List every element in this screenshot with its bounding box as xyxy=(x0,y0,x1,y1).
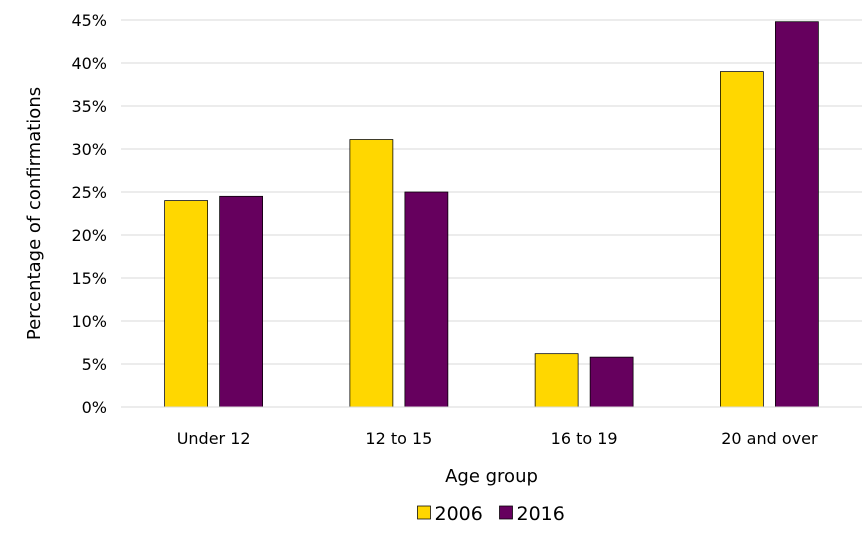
bar-2006-3 xyxy=(720,71,764,408)
y-axis-title: Percentage of confirmations xyxy=(24,87,45,340)
x-tick-label: 20 and over xyxy=(721,429,818,448)
legend-label-2016: 2016 xyxy=(517,503,565,525)
x-tick-label: 12 to 15 xyxy=(365,429,432,448)
y-tick-label: 10% xyxy=(71,312,107,331)
y-tick-label: 15% xyxy=(71,269,107,288)
y-tick-label: 40% xyxy=(71,54,107,73)
y-tick-label: 25% xyxy=(71,183,107,202)
y-tick-label: 20% xyxy=(71,226,107,245)
bar-2016-1 xyxy=(404,191,449,408)
y-tick-label: 45% xyxy=(71,11,107,30)
y-tick-label: 30% xyxy=(71,140,107,159)
y-tick-label: 0% xyxy=(82,398,107,417)
bars xyxy=(164,21,819,408)
bar-2006-1 xyxy=(349,139,394,408)
x-tick-label: Under 12 xyxy=(177,429,251,448)
bar-2006-0 xyxy=(164,200,208,408)
bar-2016-2 xyxy=(589,356,634,408)
y-tick-label: 5% xyxy=(82,355,107,374)
y-tick-label: 35% xyxy=(71,97,107,116)
legend: 2006 2016 xyxy=(417,503,565,525)
bar-2006-2 xyxy=(534,353,579,408)
bar-2016-0 xyxy=(219,195,263,408)
y-tick-labels: 0% 5% 10% 15% 20% 25% 30% 35% 40% 45% xyxy=(71,11,107,417)
legend-swatch-2006 xyxy=(417,505,431,520)
bar-2016-3 xyxy=(775,21,819,408)
x-tick-labels: Under 12 12 to 15 16 to 19 20 and over xyxy=(177,429,818,448)
x-axis-title: Age group xyxy=(445,466,538,487)
x-tick-label: 16 to 19 xyxy=(551,429,618,448)
legend-label-2006: 2006 xyxy=(435,503,483,525)
legend-swatch-2016 xyxy=(499,505,513,520)
